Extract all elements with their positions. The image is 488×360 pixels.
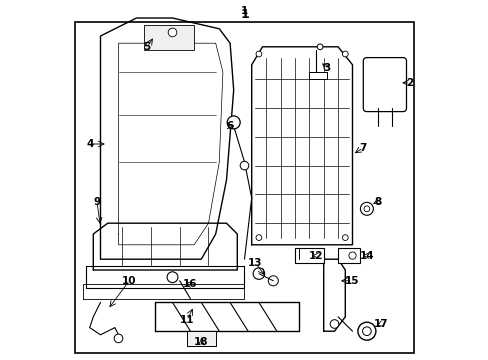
Text: 14: 14	[359, 251, 373, 261]
Bar	[143, 25, 194, 50]
Bar	[337, 248, 359, 263]
Text: 17: 17	[373, 319, 388, 329]
Circle shape	[360, 202, 373, 215]
Text: 6: 6	[226, 121, 233, 131]
Circle shape	[168, 28, 177, 37]
Text: 16: 16	[183, 279, 197, 289]
Circle shape	[114, 334, 122, 343]
Bar	[186, 331, 215, 346]
Text: 4: 4	[86, 139, 93, 149]
Text: 2: 2	[406, 78, 413, 88]
Circle shape	[317, 44, 322, 50]
Circle shape	[253, 268, 264, 279]
Text: 8: 8	[373, 197, 381, 207]
Text: 5: 5	[143, 42, 151, 52]
Circle shape	[240, 161, 248, 170]
Circle shape	[363, 206, 369, 212]
Text: 15: 15	[345, 276, 359, 286]
Text: 18: 18	[194, 337, 208, 347]
Text: 13: 13	[247, 258, 262, 268]
Text: 3: 3	[323, 63, 330, 73]
Text: 9: 9	[93, 197, 100, 207]
Text: 7: 7	[359, 143, 366, 153]
Circle shape	[256, 235, 261, 240]
Bar	[294, 248, 323, 263]
Circle shape	[357, 322, 375, 340]
Circle shape	[167, 272, 178, 283]
Text: 11: 11	[179, 315, 194, 325]
Text: 12: 12	[308, 251, 323, 261]
Circle shape	[329, 320, 338, 328]
Circle shape	[342, 235, 347, 240]
Circle shape	[227, 116, 240, 129]
Circle shape	[268, 276, 278, 286]
Bar	[309, 72, 326, 79]
Text: 10: 10	[122, 276, 136, 286]
Circle shape	[342, 51, 347, 57]
Circle shape	[348, 252, 355, 259]
Circle shape	[256, 51, 261, 57]
Text: 1: 1	[241, 6, 247, 16]
FancyBboxPatch shape	[363, 58, 406, 112]
Circle shape	[362, 327, 370, 336]
Text: 1: 1	[240, 8, 248, 21]
